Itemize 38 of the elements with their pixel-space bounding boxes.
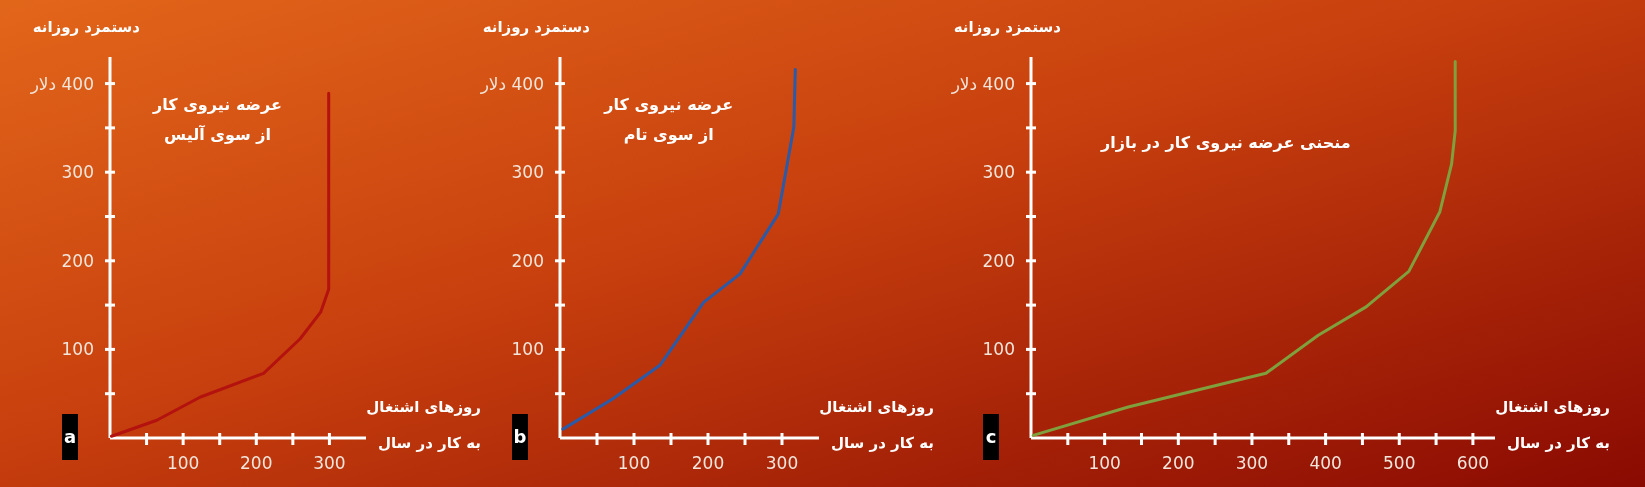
y-tick-label: 400 دلار: [950, 73, 1015, 94]
y-tick-label: 400 دلار: [29, 73, 94, 94]
x-tick-label: 100: [1088, 452, 1121, 473]
y-axis-title: دستمزد روزانه: [482, 18, 591, 36]
y-tick-label: 100: [982, 339, 1015, 360]
text: a: [63, 426, 77, 448]
text: b: [513, 426, 527, 448]
x-tick-label: 100: [166, 452, 200, 473]
x-tick-label: 300: [1235, 452, 1269, 473]
x-tick-label: 300: [313, 452, 346, 473]
x-tick-label: 500: [1383, 452, 1416, 473]
y-tick-label: 100: [511, 339, 544, 360]
text: روزهای اشتغال به کار در سال: [366, 398, 481, 452]
annotation: منحنی عرضه نیروی کار در بازار: [1100, 133, 1351, 152]
x-tick-label: 600: [1456, 452, 1490, 473]
y-tick-label: 200: [511, 250, 544, 271]
annotation: عرضه نیروی کار از سوی آلیس: [152, 95, 282, 144]
line-series: [109, 91, 331, 438]
y-tick-label: 100: [61, 339, 94, 360]
y-tick-label: 300: [982, 162, 1015, 183]
text: روزهای اشتغال به کار در سال: [1495, 398, 1610, 452]
x-tick-label: 300: [765, 452, 799, 473]
y-tick-label: 200: [982, 250, 1015, 271]
y-tick-label: 300: [511, 162, 544, 183]
y-tick-label: 400 دلار: [479, 73, 544, 94]
x-tick-label: 200: [1162, 452, 1195, 473]
x-tick-label: 200: [691, 452, 725, 473]
y-tick-label: 300: [61, 162, 94, 183]
x-tick-label: 200: [240, 452, 273, 473]
line-series: [561, 67, 797, 431]
annotation: عرضه نیروی کار از سوی تام: [603, 95, 734, 144]
y-tick-label: 200: [61, 250, 94, 271]
text: c: [985, 426, 997, 448]
x-tick-label: 100: [617, 452, 651, 473]
x-tick-label: 400: [1309, 452, 1342, 473]
y-axis-title: دستمزد روزانه: [953, 18, 1062, 36]
text: روزهای اشتغال به کار در سال: [819, 398, 934, 452]
y-axis-title: دستمزد روزانه: [32, 18, 141, 36]
